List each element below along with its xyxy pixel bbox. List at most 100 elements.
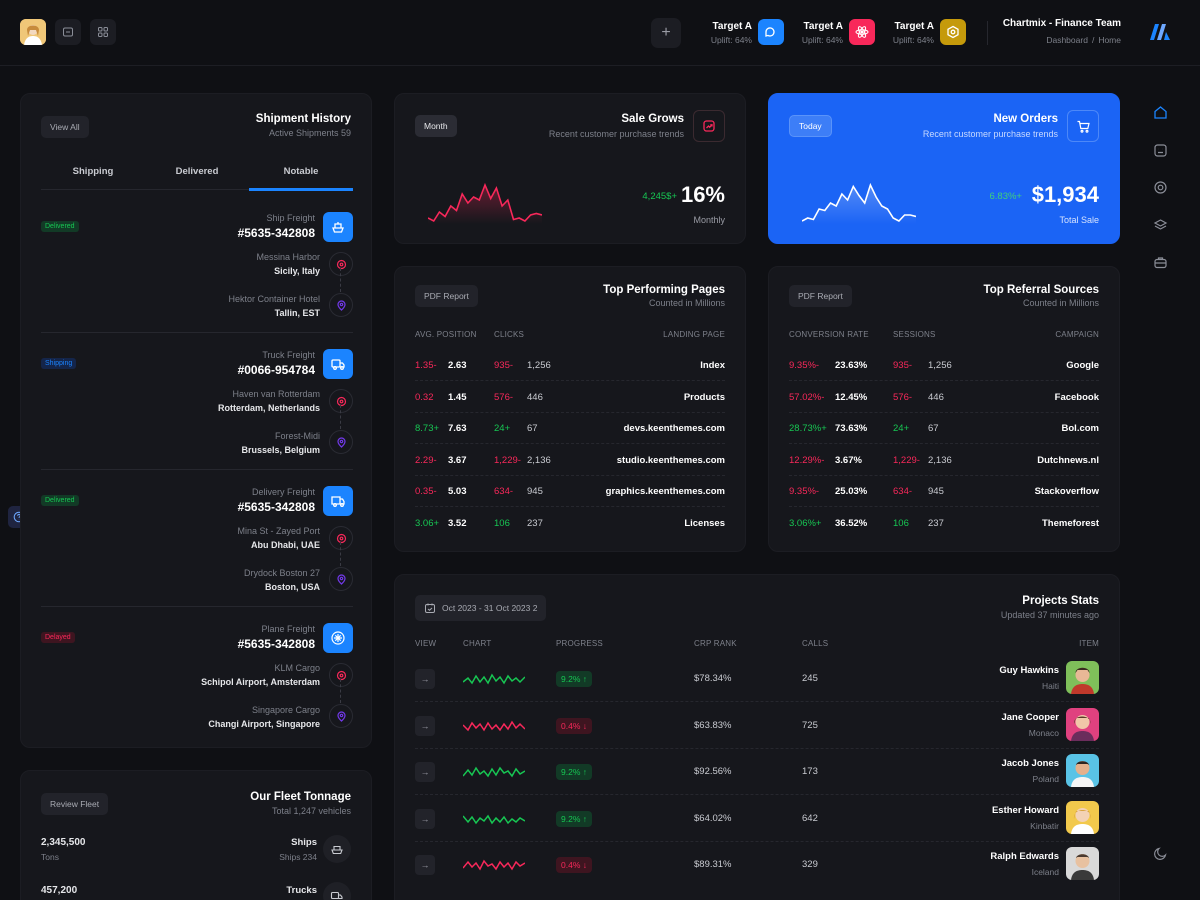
arrow-right-icon[interactable]: → bbox=[415, 808, 435, 829]
table-row[interactable]: → 0.4% ↓ $89.31% 329 Ralph Edwards Icela… bbox=[415, 842, 1099, 888]
shopping-cart-icon[interactable] bbox=[1067, 110, 1099, 142]
sessions-change: 24+ bbox=[893, 423, 910, 434]
target-subtitle: Uplift: 64% bbox=[892, 35, 934, 45]
avatar[interactable] bbox=[1066, 800, 1099, 834]
sale-grows-sparkline bbox=[428, 182, 542, 224]
month-filter-button[interactable]: Month bbox=[415, 115, 457, 137]
landing-page: devs.keenthemes.com bbox=[623, 423, 725, 434]
table-row[interactable]: 0.32 1.45 576- 446 Products bbox=[415, 382, 725, 413]
table-row[interactable]: → 9.2% ↑ $64.02% 642 Esther Howard Kinba… bbox=[415, 796, 1099, 842]
shipment-item[interactable]: Shipping Truck Freight #0066-954784 Have… bbox=[41, 333, 353, 470]
table-row[interactable]: 2.29- 3.67 1,229- 2,136 studio.keentheme… bbox=[415, 445, 725, 476]
grid-menu-button[interactable] bbox=[90, 19, 116, 45]
origin-marker-icon bbox=[329, 526, 353, 550]
today-filter-button[interactable]: Today bbox=[789, 115, 832, 137]
briefcase-icon[interactable] bbox=[1152, 254, 1168, 270]
add-button[interactable]: + bbox=[651, 18, 681, 48]
table-row[interactable]: 28.73%+ 73.63% 24+ 67 Bol.com bbox=[789, 413, 1099, 444]
target-item-1[interactable]: Target A Uplift: 64% bbox=[700, 19, 784, 47]
campaign: Facebook bbox=[1054, 391, 1099, 403]
table-row[interactable]: → 0.4% ↓ $63.83% 725 Jane Cooper Monaco bbox=[415, 703, 1099, 749]
calls: 642 bbox=[802, 812, 818, 824]
progress-badge: 9.2% ↑ bbox=[556, 671, 592, 687]
arrow-up-icon: ↑ bbox=[582, 767, 587, 777]
table-row[interactable]: 12.29%- 3.67% 1,229- 2,136 Dutchnews.nl bbox=[789, 445, 1099, 476]
card-title: Top Performing Pages bbox=[603, 284, 725, 296]
new-orders-area bbox=[802, 185, 916, 224]
person-name[interactable]: Ralph Edwards bbox=[990, 851, 1059, 862]
avatar[interactable] bbox=[1066, 754, 1099, 787]
progress-value: 9.2% bbox=[561, 767, 581, 777]
pdf-report-button[interactable]: PDF Report bbox=[415, 285, 478, 307]
profile-card-icon[interactable] bbox=[1152, 142, 1168, 158]
card-subtitle: Updated 37 minutes ago bbox=[1000, 610, 1099, 620]
person-country: Kinbatir bbox=[1030, 820, 1059, 831]
table-row[interactable]: 57.02%- 12.45% 576- 446 Facebook bbox=[789, 382, 1099, 413]
person-name[interactable]: Esther Howard bbox=[991, 804, 1059, 816]
home-icon[interactable] bbox=[1152, 104, 1168, 120]
view-all-button[interactable]: View All bbox=[41, 116, 89, 138]
tab-shipping[interactable]: Shipping bbox=[72, 166, 114, 177]
trend-up-icon[interactable] bbox=[693, 110, 725, 142]
position: 7.63 bbox=[448, 423, 467, 434]
sessions: 67 bbox=[928, 423, 939, 434]
table-row[interactable]: 3.06%+ 36.52% 106 237 Themeforest bbox=[789, 508, 1099, 539]
arrow-right-icon[interactable]: → bbox=[415, 669, 435, 689]
rate-change: 9.35%- bbox=[789, 486, 820, 497]
tab-delivered[interactable]: Delivered bbox=[175, 166, 219, 177]
clicks-change: 935- bbox=[494, 360, 514, 371]
avatar[interactable] bbox=[1066, 661, 1099, 694]
destination-name: Hektor Container Hotel bbox=[228, 294, 320, 304]
table-row[interactable]: 1.35- 2.63 935- 1,256 Index bbox=[415, 350, 725, 381]
shipment-number: #5635-342808 bbox=[237, 500, 315, 514]
tab-notable[interactable]: Notable bbox=[249, 156, 353, 191]
progress-value: 0.4% bbox=[561, 860, 581, 870]
sale-grows-card: Month Sale Grows Recent customer purchas… bbox=[394, 93, 746, 244]
avatar[interactable] bbox=[1066, 707, 1099, 741]
campaign: Themeforest bbox=[1041, 517, 1099, 529]
shipment-item[interactable]: Delivered Delivery Freight #5635-342808 … bbox=[41, 470, 353, 607]
team-name[interactable]: Chartmix - Finance Team bbox=[1002, 18, 1121, 29]
destination-name: Drydock Boston 27 bbox=[243, 568, 320, 578]
landing-page: graphics.keenthemes.com bbox=[605, 486, 725, 497]
landing-page: studio.keenthemes.com bbox=[616, 454, 725, 466]
avatar[interactable] bbox=[1066, 847, 1099, 880]
person-name[interactable]: Jacob Jones bbox=[1001, 758, 1059, 769]
pdf-report-button[interactable]: PDF Report bbox=[789, 285, 852, 307]
target-title: Target A bbox=[803, 21, 843, 32]
arrow-right-icon[interactable]: → bbox=[415, 762, 435, 782]
origin-place: Rotterdam, Netherlands bbox=[217, 403, 320, 413]
breadcrumb-home[interactable]: Home bbox=[1098, 35, 1121, 45]
fleet-tonnage-card: Review Fleet Our Fleet Tonnage Total 1,2… bbox=[20, 770, 372, 900]
position: 5.03 bbox=[448, 486, 467, 497]
table-row[interactable]: 3.06+ 3.52 106 237 Licenses bbox=[415, 508, 725, 539]
table-row[interactable]: → 9.2% ↑ $78.34% 245 Guy Hawkins Haiti bbox=[415, 656, 1099, 702]
dark-mode-icon[interactable] bbox=[1152, 845, 1168, 861]
table-row[interactable]: 9.35%- 23.63% 935- 1,256 Google bbox=[789, 350, 1099, 381]
lifebuoy-icon[interactable] bbox=[1152, 179, 1168, 195]
person-name[interactable]: Jane Cooper bbox=[1001, 711, 1059, 723]
date-range-picker[interactable]: Oct 2023 - 31 Oct 2023 2 bbox=[415, 595, 547, 621]
sale-grows-area bbox=[428, 185, 542, 224]
person-name[interactable]: Guy Hawkins bbox=[999, 665, 1059, 676]
arrow-right-icon[interactable]: → bbox=[415, 855, 435, 875]
table-row[interactable]: 9.35%- 25.03% 634- 945 Stackoverflow bbox=[789, 476, 1099, 507]
breadcrumb-dashboard[interactable]: Dashboard bbox=[1046, 35, 1088, 45]
target-item-3[interactable]: Target A Uplift: 64% bbox=[880, 19, 966, 47]
shipment-item[interactable]: Delivered Ship Freight #5635-342808 Mess… bbox=[41, 196, 353, 333]
orders-label: Total Sale bbox=[1059, 215, 1099, 225]
sessions: 1,256 bbox=[928, 360, 952, 371]
brand-logo[interactable] bbox=[1149, 23, 1171, 46]
shipment-item[interactable]: Delayed Plane Freight #5635-342808 KLM C… bbox=[41, 607, 353, 744]
target-item-2[interactable]: Target A Uplift: 64% bbox=[790, 19, 875, 47]
apps-switch-button[interactable] bbox=[55, 19, 81, 45]
arrow-right-icon[interactable]: → bbox=[415, 715, 435, 736]
arrow-down-icon: ↓ bbox=[582, 720, 587, 731]
table-row[interactable]: 0.35- 5.03 634- 945 graphics.keenthemes.… bbox=[415, 476, 725, 507]
layers-icon[interactable] bbox=[1152, 217, 1168, 233]
position-change: 2.29- bbox=[415, 454, 437, 466]
user-avatar[interactable] bbox=[20, 19, 46, 45]
table-row[interactable]: → 9.2% ↑ $92.56% 173 Jacob Jones Poland bbox=[415, 749, 1099, 795]
review-fleet-button[interactable]: Review Fleet bbox=[41, 793, 109, 815]
table-row[interactable]: 8.73+ 7.63 24+ 67 devs.keenthemes.com bbox=[415, 413, 725, 444]
